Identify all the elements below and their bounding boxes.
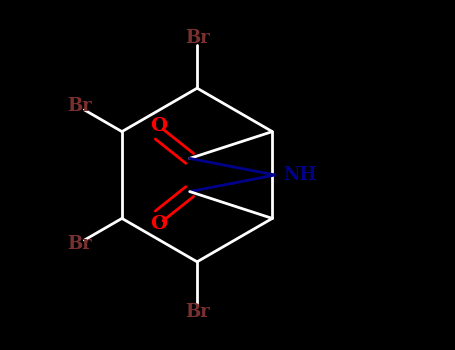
Text: O: O <box>151 215 168 233</box>
Text: O: O <box>151 117 168 135</box>
Text: Br: Br <box>185 303 209 321</box>
Text: Br: Br <box>185 29 209 47</box>
Text: Br: Br <box>68 97 92 114</box>
Text: NH: NH <box>283 166 316 184</box>
Text: Br: Br <box>68 236 92 253</box>
